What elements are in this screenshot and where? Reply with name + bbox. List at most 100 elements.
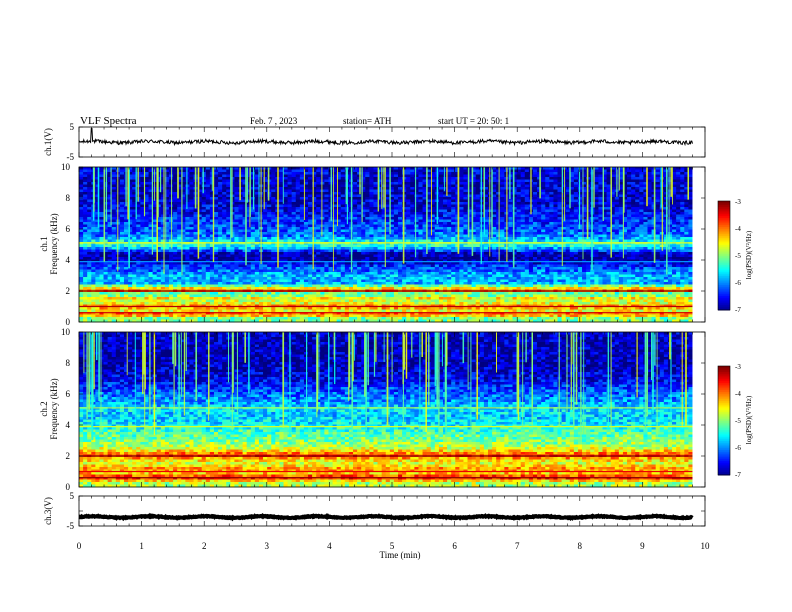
spectrogram-cell xyxy=(414,202,419,205)
spectrogram-cell xyxy=(181,189,186,193)
spectrogram-cell xyxy=(95,199,100,203)
spectrogram-cell xyxy=(627,237,632,240)
spectrogram-cell xyxy=(369,184,374,188)
spectrogram-cell xyxy=(263,172,268,175)
spectrogram-cell xyxy=(602,237,607,240)
spectrogram-cell xyxy=(471,202,477,205)
spectrogram-cell xyxy=(234,199,239,203)
spectrogram-cell xyxy=(549,172,554,175)
spectrogram-cell xyxy=(426,214,432,218)
spectrogram-cell xyxy=(667,182,673,185)
spectrogram-cell xyxy=(226,247,231,250)
spectrogram-cell xyxy=(336,244,342,248)
spectrogram-cell xyxy=(344,247,350,250)
spectrogram-cell xyxy=(271,184,276,188)
spectrogram-cell xyxy=(357,224,362,228)
spectrogram-cell xyxy=(635,179,640,183)
spectrogram-cell xyxy=(627,232,632,235)
spectrogram-cell xyxy=(156,187,162,190)
spectrogram-cell xyxy=(565,237,571,240)
spectrogram-cell xyxy=(500,222,505,225)
spectrogram-cell xyxy=(500,192,505,195)
spectrogram-cell xyxy=(123,229,129,233)
spectrogram-cell xyxy=(303,177,309,180)
spectrogram-cell xyxy=(516,224,522,228)
spectrogram-cell xyxy=(123,247,129,250)
spectrogram-cell xyxy=(295,244,301,248)
spectrogram-cell xyxy=(336,177,342,180)
spectrogram-cell xyxy=(508,197,513,200)
spectrogram-cell xyxy=(365,217,370,220)
spectrogram-cell xyxy=(524,214,530,218)
spectrogram-cell xyxy=(213,202,219,205)
spectrogram-cell xyxy=(406,217,411,220)
spectrogram-cell xyxy=(520,219,526,223)
spectrogram-cell xyxy=(496,232,501,235)
spectrogram-cell xyxy=(111,197,117,200)
spectrogram-cell xyxy=(467,169,473,173)
spectrogram-cell xyxy=(487,197,493,200)
spectrogram-cell xyxy=(177,224,182,228)
spectrogram-cell xyxy=(471,229,477,233)
spectrogram-cell xyxy=(627,182,632,185)
spectrogram-cell xyxy=(381,227,387,230)
spectrogram-cell xyxy=(414,199,419,203)
spectrogram-cell xyxy=(385,197,391,200)
spectrogram-cell xyxy=(267,244,272,248)
spectrogram-cell xyxy=(140,204,145,208)
spectrogram-cell xyxy=(197,204,203,208)
spectrogram-cell xyxy=(287,229,293,233)
spectrogram-cell xyxy=(475,197,481,200)
spectrogram-cell xyxy=(242,179,248,183)
spectrogram-cell xyxy=(508,187,513,190)
spectrogram-cell xyxy=(598,204,603,208)
spectrogram-cell xyxy=(263,234,268,238)
spectrogram-cell xyxy=(181,244,186,248)
spectrogram-cell xyxy=(688,204,693,208)
spectrogram-cell xyxy=(520,239,526,243)
spectrogram-cell xyxy=(524,167,530,170)
spectrogram-cell xyxy=(201,202,207,205)
spectrogram-cell xyxy=(283,247,288,250)
spectrogram-cell xyxy=(156,192,162,195)
spectrogram-cell xyxy=(582,214,587,218)
spectrogram-cell xyxy=(316,167,321,170)
spectrogram-cell xyxy=(279,234,284,238)
spectrogram-cell xyxy=(614,199,620,203)
spectrogram-cell xyxy=(443,199,448,203)
spectrogram-cell xyxy=(83,229,88,233)
spectrogram-cell xyxy=(410,182,415,185)
spectrogram-cell xyxy=(471,212,477,215)
spectrogram-cell xyxy=(119,224,125,228)
spectrogram-cell xyxy=(463,209,468,213)
spectrogram-cell xyxy=(475,229,481,233)
spectrogram-cell xyxy=(140,244,145,248)
spectrogram-cell xyxy=(393,169,399,173)
spectrogram-cell xyxy=(361,177,366,180)
spectrogram-cell xyxy=(528,239,534,243)
spectrogram-cell xyxy=(177,234,182,238)
spectrogram-cell xyxy=(308,234,313,238)
spectrogram-cell xyxy=(643,189,648,193)
spectrogram-cell xyxy=(545,204,550,208)
spectrogram-cell xyxy=(205,232,211,235)
spectrogram-cell xyxy=(201,187,207,190)
spectrogram-cell xyxy=(213,189,219,193)
spectrogram-cell xyxy=(222,174,227,178)
spectrogram-cell xyxy=(672,197,677,200)
spectrogram-cell xyxy=(508,232,513,235)
figure-title: VLF Spectra xyxy=(80,115,137,127)
spectrogram-cell xyxy=(475,167,481,170)
spectrogram-cell xyxy=(226,192,231,195)
spectrogram-cell xyxy=(520,169,526,173)
spectrogram-cell xyxy=(647,202,652,205)
spectrogram-cell xyxy=(385,189,391,193)
spectrogram-cell xyxy=(181,229,186,233)
spectrogram-cell xyxy=(684,227,689,230)
spectrogram-cell xyxy=(295,214,301,218)
spectrogram-cell xyxy=(451,207,456,210)
spectrogram-cell xyxy=(267,209,272,213)
spectrogram-cell xyxy=(185,167,190,170)
spectrogram-cell xyxy=(684,244,689,248)
spectrogram-cell xyxy=(385,209,391,213)
